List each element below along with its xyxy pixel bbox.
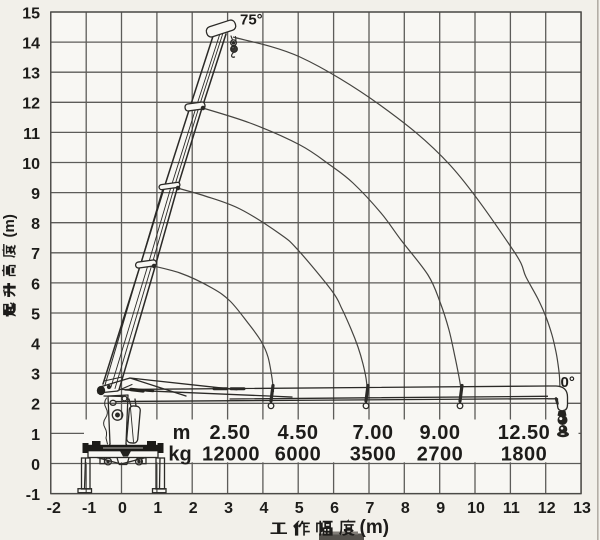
svg-text:8: 8 (31, 216, 40, 233)
svg-text:9.00: 9.00 (420, 422, 461, 444)
svg-text:12: 12 (538, 500, 556, 517)
svg-text:6: 6 (330, 500, 339, 517)
svg-text:5: 5 (295, 500, 304, 517)
svg-text:2700: 2700 (417, 444, 464, 466)
svg-text:15: 15 (22, 5, 40, 22)
svg-text:7.00: 7.00 (353, 422, 394, 444)
svg-text:(m): (m) (360, 517, 390, 538)
svg-text:2: 2 (189, 500, 198, 517)
svg-text:10: 10 (22, 156, 40, 173)
svg-text:75°: 75° (240, 12, 263, 29)
svg-text:7: 7 (365, 500, 374, 517)
svg-text:1: 1 (31, 427, 40, 444)
svg-text:2.50: 2.50 (210, 422, 251, 444)
svg-text:12: 12 (22, 96, 40, 113)
svg-text:3: 3 (224, 500, 233, 517)
svg-text:0°: 0° (561, 374, 575, 391)
svg-text:6000: 6000 (275, 444, 322, 466)
svg-text:7: 7 (31, 246, 40, 263)
svg-text:1: 1 (153, 500, 162, 517)
svg-text:1800: 1800 (501, 444, 548, 466)
svg-text:11: 11 (23, 126, 40, 143)
svg-text:0: 0 (118, 500, 127, 517)
svg-text:-2: -2 (47, 500, 61, 517)
svg-text:4: 4 (259, 500, 268, 517)
svg-text:m: m (173, 422, 191, 444)
svg-text:14: 14 (22, 36, 40, 53)
svg-text:3500: 3500 (350, 444, 397, 466)
svg-text:4.50: 4.50 (278, 422, 319, 444)
svg-text:12000: 12000 (202, 444, 260, 466)
svg-text:kg: kg (168, 444, 191, 466)
svg-text:-1: -1 (82, 500, 96, 517)
svg-text:8: 8 (401, 500, 410, 517)
svg-text:9: 9 (31, 186, 40, 203)
svg-text:0: 0 (31, 457, 40, 474)
svg-text:12.50: 12.50 (498, 422, 551, 444)
svg-text:3: 3 (31, 367, 40, 384)
svg-text:4: 4 (31, 337, 40, 354)
svg-text:(m): (m) (1, 214, 18, 237)
svg-text:6: 6 (31, 276, 40, 293)
svg-text:13: 13 (22, 66, 40, 83)
svg-text:10: 10 (467, 500, 485, 517)
svg-text:13: 13 (573, 500, 591, 517)
svg-text:5: 5 (31, 306, 40, 323)
svg-text:-1: -1 (26, 487, 40, 504)
svg-text:11: 11 (503, 500, 520, 517)
svg-text:2: 2 (31, 397, 40, 414)
svg-text:9: 9 (436, 500, 445, 517)
